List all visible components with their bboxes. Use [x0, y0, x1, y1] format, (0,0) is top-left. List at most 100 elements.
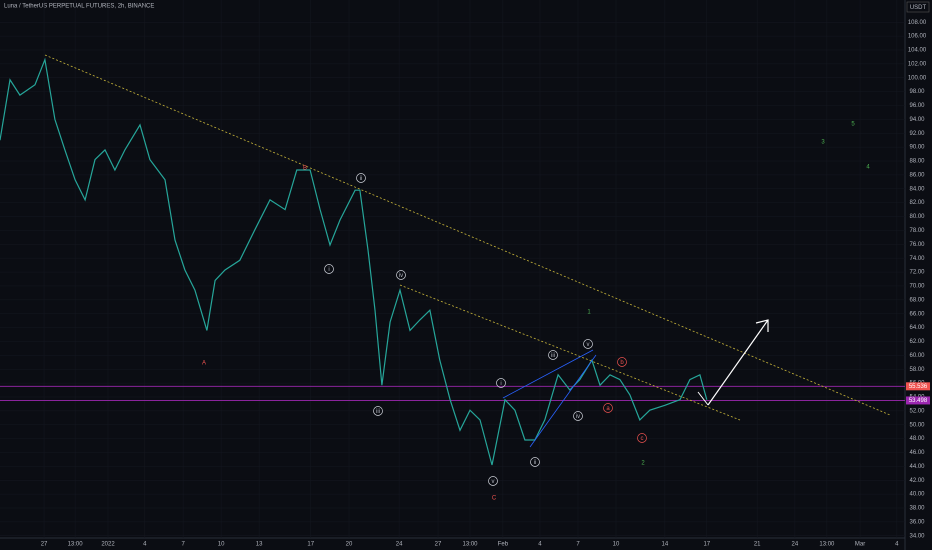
y-tick-label: 74.00: [909, 256, 925, 262]
x-tick-label: 7: [181, 542, 185, 548]
wave-circle: [637, 433, 647, 443]
y-tick-label: 100.00: [908, 75, 927, 81]
wave-circle: [356, 173, 366, 183]
price-label-box: [906, 396, 930, 405]
y-tick-label: 52.00: [909, 408, 925, 414]
y-tick-label: 76.00: [909, 242, 925, 248]
y-tick-label: 46.00: [909, 450, 925, 456]
chart-title: Luna / TetherUS PERPETUAL FUTURES, 2h, B…: [4, 4, 154, 10]
trendline: [44, 54, 891, 416]
y-tick-label: 44.00: [909, 464, 925, 470]
x-tick-label: 14: [662, 542, 669, 548]
x-tick-label: 4: [538, 542, 542, 548]
y-tick-label: 94.00: [909, 117, 925, 123]
wave-label: ii: [360, 176, 363, 182]
y-tick-label: 88.00: [909, 159, 925, 165]
wave-label: 4: [866, 165, 870, 171]
x-tick-label: 4: [895, 542, 899, 548]
wave-label: 1: [587, 310, 591, 316]
x-tick-label: 10: [613, 542, 620, 548]
y-tick-label: 68.00: [909, 297, 925, 303]
wave-circle: [530, 457, 540, 467]
y-tick-label: 50.00: [909, 422, 925, 428]
y-tick-label: 86.00: [909, 172, 925, 178]
wedge-line: [529, 354, 597, 448]
x-tick-label: 24: [396, 542, 403, 548]
y-tick-label: 34.00: [909, 533, 925, 539]
wave-circle: [583, 339, 593, 349]
wave-label: A: [202, 361, 206, 367]
x-tick-label: 13:00: [68, 542, 84, 548]
y-tick-label: 90.00: [909, 145, 925, 151]
x-tick-label: 4: [143, 542, 147, 548]
y-tick-label: 84.00: [909, 186, 925, 192]
x-tick-label: 27: [41, 542, 48, 548]
x-tick-label: 13:00: [462, 542, 478, 548]
wave-label: iv: [576, 414, 580, 420]
wave-label: B: [303, 166, 307, 172]
y-tick-label: 72.00: [909, 270, 925, 276]
wave-circle: [496, 378, 506, 388]
wave-label: v: [587, 342, 590, 348]
y-tick-label: 48.00: [909, 436, 925, 442]
wave-label: iii: [551, 353, 555, 359]
x-tick-label: 17: [307, 542, 314, 548]
x-tick-label: 13:00: [819, 542, 835, 548]
wave-label: C: [492, 496, 497, 502]
wave-label: 2: [641, 461, 645, 467]
wave-label: v: [492, 479, 495, 485]
wave-circle: [573, 411, 583, 421]
y-tick-label: 104.00: [908, 48, 927, 54]
wave-circle: [373, 406, 383, 416]
y-tick-label: 102.00: [908, 61, 927, 67]
wave-label: b: [620, 360, 624, 366]
wave-circle: [396, 270, 406, 280]
arrow: [697, 391, 709, 406]
x-tick-label: 21: [754, 542, 761, 548]
y-tick-label: 96.00: [909, 103, 925, 109]
wave-circle: [603, 403, 613, 413]
currency: USDT: [910, 5, 927, 11]
price-label: 55.536: [909, 384, 928, 390]
wave-label: c: [641, 436, 644, 442]
wave-label: iii: [376, 409, 380, 415]
wave-label: i: [328, 267, 329, 273]
wave-circle: [488, 476, 498, 486]
y-tick-label: 58.00: [909, 367, 925, 373]
arrow: [707, 319, 769, 406]
y-tick-label: 108.00: [908, 20, 927, 26]
y-tick-label: 40.00: [909, 492, 925, 498]
wave-label: ii: [534, 460, 537, 466]
x-tick-label: 10: [218, 542, 225, 548]
price-label: 53.498: [909, 398, 928, 404]
wave-circle: [617, 357, 627, 367]
x-tick-label: 2022: [101, 542, 115, 548]
y-tick-label: 36.00: [909, 519, 925, 525]
currency-box: [906, 1, 930, 13]
wave-label: iv: [399, 273, 403, 279]
x-tick-label: 20: [346, 542, 353, 548]
y-tick-label: 42.00: [909, 478, 925, 484]
x-tick-label: Feb: [498, 542, 509, 548]
y-tick-label: 98.00: [909, 89, 925, 95]
wave-label: a: [606, 406, 610, 412]
y-tick-label: 66.00: [909, 311, 925, 317]
wave-label: 5: [851, 122, 855, 128]
wave-label: 3: [821, 140, 825, 146]
y-tick-label: 64.00: [909, 325, 925, 331]
y-tick-label: 82.00: [909, 200, 925, 206]
y-tick-label: 38.00: [909, 506, 925, 512]
trendline: [399, 284, 741, 421]
x-tick-label: 17: [703, 542, 710, 548]
wedge-line: [502, 349, 594, 399]
x-tick-label: 13: [256, 542, 263, 548]
y-tick-label: 106.00: [908, 34, 927, 40]
x-tick-label: 27: [435, 542, 442, 548]
x-tick-label: 7: [576, 542, 580, 548]
y-tick-label: 70.00: [909, 284, 925, 290]
wave-circle: [548, 350, 558, 360]
price-label-box: [906, 382, 930, 391]
y-tick-label: 80.00: [909, 214, 925, 220]
